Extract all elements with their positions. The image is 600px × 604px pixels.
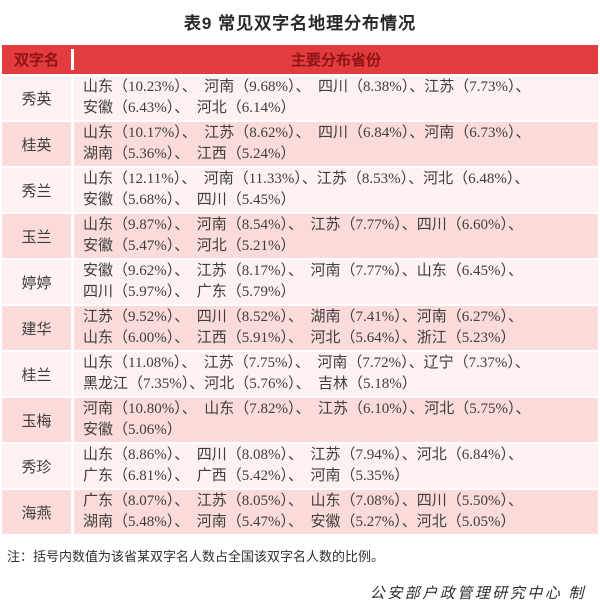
table-row: 婷婷 安徽（9.62%）、 江苏（8.17%）、 河南（7.77%）、山东（6.4… [2,260,598,304]
provinces-cell: 山东（9.87%）、 河南（8.54%）、 江苏（7.77%）、四川（6.60%… [74,214,598,258]
province-line: 山东（8.86%）、 四川（8.08%）、 江苏（7.94%）、河北（6.84%… [83,447,523,463]
table-row: 海燕 广东（8.07%）、 江苏（8.05%）、 山东（7.08%）、四川（5.5… [2,490,598,534]
province-line: 安徽（6.43%）、 河北（6.14%） [83,100,296,116]
name-cell: 秀英 [2,76,74,120]
province-line: 湖南（5.48%）、 河南（5.47%）、 安徽（5.27%）、河北（5.05%… [83,514,516,530]
name-cell: 海燕 [2,490,74,534]
name-cell: 桂兰 [2,352,74,396]
province-line: 黑龙江（7.35%）、河北（5.76%）、 吉林（5.18%） [83,376,417,392]
province-line: 山东（9.87%）、 河南（8.54%）、 江苏（7.77%）、四川（6.60%… [83,217,523,233]
province-line: 广东（8.07%）、 江苏（8.05%）、 山东（7.08%）、四川（5.50%… [83,493,523,509]
header-name-column: 双字名 [2,49,74,70]
name-cell: 婷婷 [2,260,74,304]
page: 表9 常见双字名地理分布情况 双字名 主要分布省份 秀英 山东（10.23%）、 … [0,9,600,604]
table-title: 表9 常见双字名地理分布情况 [183,14,417,33]
table-row: 建华 江苏（9.52%）、 四川（8.52%）、 湖南（7.41%）、河南（6.2… [2,306,598,350]
provinces-cell: 山东（10.17%）、 江苏（8.62%）、 四川（6.84%）、河南（6.73… [74,122,598,166]
province-line: 安徽（5.06%） [83,422,182,438]
provinces-cell: 山东（8.86%）、 四川（8.08%）、 江苏（7.94%）、河北（6.84%… [74,444,598,488]
table-row: 桂兰 山东（11.08%）、 江苏（7.75%）、 河南（7.72%）、辽宁（7.… [2,352,598,396]
distribution-table: 双字名 主要分布省份 秀英 山东（10.23%）、 河南（9.68%）、 四川（8… [2,45,598,534]
province-line: 河南（10.80%）、 山东（7.82%）、 江苏（6.10%）、河北（5.75… [83,401,531,417]
credit-line: 公安部户政管理研究中心 制 [369,586,586,602]
provinces-cell: 山东（11.08%）、 江苏（7.75%）、 河南（7.72%）、辽宁（7.37… [74,352,598,396]
province-line: 山东（11.08%）、 江苏（7.75%）、 河南（7.72%）、辽宁（7.37… [83,355,530,371]
provinces-cell: 山东（12.11%）、 河南（11.33%）、江苏（8.53%）、河北（6.48… [74,168,598,212]
province-line: 安徽（5.68%）、 四川（5.45%） [83,192,296,208]
table-row: 玉梅 河南（10.80%）、 山东（7.82%）、 江苏（6.10%）、河北（5.… [2,398,598,442]
name-cell: 玉兰 [2,214,74,258]
header-provinces-column: 主要分布省份 [290,53,381,69]
province-line: 江苏（9.52%）、 四川（8.52%）、 湖南（7.41%）、河南（6.27%… [83,309,523,325]
name-cell: 玉梅 [2,398,74,442]
province-line: 山东（10.17%）、 江苏（8.62%）、 四川（6.84%）、河南（6.73… [83,125,531,141]
province-line: 山东（6.00%）、 江西（5.91%）、 河北（5.64%）、浙江（5.23%… [83,330,516,346]
province-line: 广东（6.81%）、 广西（5.42%）、 河南（5.35%） [83,468,410,484]
table-header-row: 双字名 主要分布省份 [2,45,598,74]
province-line: 安徽（5.47%）、 河北（5.21%） [83,238,296,254]
province-line: 山东（12.11%）、 河南（11.33%）、江苏（8.53%）、河北（6.48… [83,171,530,187]
provinces-cell: 江苏（9.52%）、 四川（8.52%）、 湖南（7.41%）、河南（6.27%… [74,306,598,350]
table-row: 秀珍 山东（8.86%）、 四川（8.08%）、 江苏（7.94%）、河北（6.8… [2,444,598,488]
name-cell: 建华 [2,306,74,350]
table-row: 秀英 山东（10.23%）、 河南（9.68%）、 四川（8.38%）、江苏（7.… [2,76,598,120]
province-line: 四川（5.97%）、 广东（5.79%） [83,284,296,300]
province-line: 安徽（9.62%）、 江苏（8.17%）、 河南（7.77%）、山东（6.45%… [83,263,523,279]
province-line: 湖南（5.36%）、 江西（5.24%） [83,146,296,162]
provinces-cell: 山东（10.23%）、 河南（9.68%）、 四川（8.38%）、江苏（7.73… [74,76,598,120]
table-row: 玉兰 山东（9.87%）、 河南（8.54%）、 江苏（7.77%）、四川（6.6… [2,214,598,258]
provinces-cell: 河南（10.80%）、 山东（7.82%）、 江苏（6.10%）、河北（5.75… [74,398,598,442]
table-row: 桂英 山东（10.17%）、 江苏（8.62%）、 四川（6.84%）、河南（6.… [2,122,598,166]
provinces-cell: 安徽（9.62%）、 江苏（8.17%）、 河南（7.77%）、山东（6.45%… [74,260,598,304]
footnote: 注：括号内数值为该省某双字名人数占全国该双字名人数的比例。 [7,549,385,564]
name-cell: 秀兰 [2,168,74,212]
table-body: 秀英 山东（10.23%）、 河南（9.68%）、 四川（8.38%）、江苏（7.… [2,76,598,534]
name-cell: 桂英 [2,122,74,166]
name-cell: 秀珍 [2,444,74,488]
province-line: 山东（10.23%）、 河南（9.68%）、 四川（8.38%）、江苏（7.73… [83,79,531,95]
table-row: 秀兰 山东（12.11%）、 河南（11.33%）、江苏（8.53%）、河北（6.… [2,168,598,212]
provinces-cell: 广东（8.07%）、 江苏（8.05%）、 山东（7.08%）、四川（5.50%… [74,490,598,534]
